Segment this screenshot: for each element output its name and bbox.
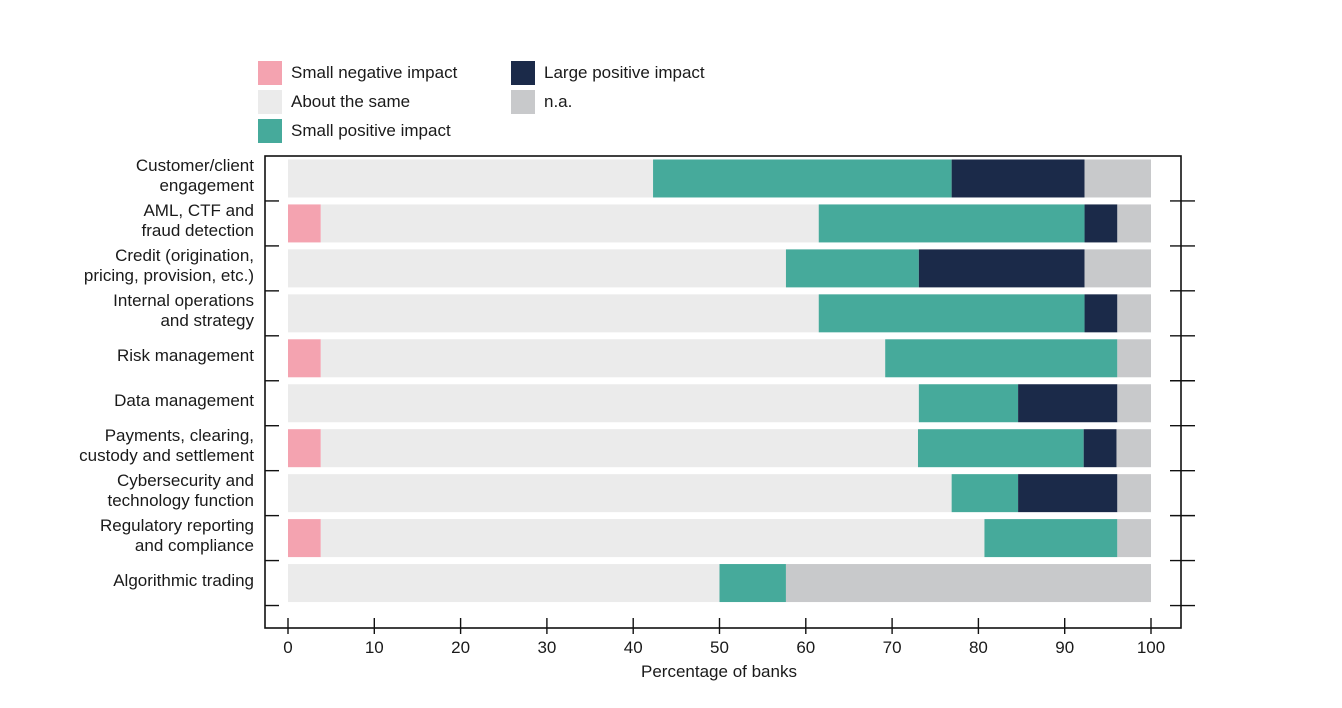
bar-segment: [951, 474, 1019, 513]
bar-segment: [288, 249, 786, 288]
legend: Small negative impact About the same Sma…: [258, 60, 778, 150]
bar-segment: [288, 339, 321, 378]
category-label: Cybersecurity and technology function: [107, 471, 255, 511]
bar-segment: [785, 564, 1151, 603]
bar-segment: [818, 294, 1085, 333]
legend-label-small-negative: Small negative impact: [291, 63, 458, 82]
category-label: Risk management: [116, 346, 254, 366]
bar-segment: [288, 564, 720, 603]
bar-segment: [818, 204, 1085, 243]
x-tick-label: 30: [537, 638, 556, 657]
bar-segment: [785, 249, 919, 288]
bar-segment: [288, 159, 654, 198]
category-label: Internal operations and strategy: [113, 291, 254, 331]
category-label: Payments, clearing, custody and settleme…: [79, 426, 254, 466]
bar-segment: [1117, 294, 1151, 333]
legend-label-small-positive: Small positive impact: [291, 121, 451, 140]
category-label: Credit (origination, pricing, provision,…: [83, 246, 254, 286]
bar-segment: [984, 519, 1118, 558]
legend-item-small-negative: Small negative impact: [258, 60, 457, 86]
bar-segment: [1018, 384, 1118, 423]
legend-item-small-positive: Small positive impact: [258, 118, 451, 144]
x-tick-label: 50: [710, 638, 729, 657]
category-label: Customer/client engagement: [135, 156, 254, 196]
bar-segment: [951, 159, 1085, 198]
x-tick-label: 60: [796, 638, 815, 657]
x-tick-label: 10: [365, 638, 384, 657]
bar-segment: [653, 159, 952, 198]
legend-item-na: n.a.: [511, 89, 572, 115]
category-label: Regulatory reporting and compliance: [99, 516, 254, 556]
bar-segment: [1084, 294, 1118, 333]
x-tick-label: 40: [624, 638, 643, 657]
bar-segment: [1117, 204, 1151, 243]
bar-segment: [1084, 204, 1118, 243]
bar-segment: [885, 339, 1118, 378]
bar-segment: [288, 519, 321, 558]
bar-segment: [1117, 519, 1151, 558]
bar-segment: [320, 204, 819, 243]
bar-segment: [288, 474, 952, 513]
bar-segment: [719, 564, 786, 603]
bar-segment: [288, 384, 919, 423]
bar-segment: [1117, 384, 1151, 423]
bar-segment: [288, 429, 321, 468]
bar-segment: [1117, 474, 1151, 513]
legend-label-large-positive: Large positive impact: [544, 63, 705, 82]
bar-segment: [917, 429, 1084, 468]
legend-item-large-positive: Large positive impact: [511, 60, 705, 86]
bar-segment: [1117, 339, 1151, 378]
bar-segment: [288, 204, 321, 243]
legend-swatch-about-the-same: [258, 90, 282, 114]
bar-segment: [918, 384, 1019, 423]
bar-segment: [918, 249, 1085, 288]
x-tick-label: 90: [1055, 638, 1074, 657]
bar-segment: [288, 294, 819, 333]
category-label: Algorithmic trading: [113, 571, 254, 591]
bar-segment: [320, 429, 918, 468]
legend-item-about-the-same: About the same: [258, 89, 410, 115]
x-tick-label: 80: [969, 638, 988, 657]
bar-segment: [1084, 249, 1151, 288]
x-tick-label: 100: [1137, 638, 1165, 657]
x-axis-label: Percentage of banks: [641, 662, 797, 681]
legend-label-about-the-same: About the same: [291, 92, 411, 111]
bar-segment: [1084, 159, 1151, 198]
bar-segment: [1018, 474, 1118, 513]
legend-swatch-small-negative: [258, 61, 282, 85]
bar-segment: [1116, 429, 1151, 468]
x-tick-label: 20: [451, 638, 470, 657]
legend-swatch-small-positive: [258, 119, 282, 143]
legend-label-na: n.a.: [544, 92, 573, 111]
bar-segment: [320, 339, 886, 378]
category-label: AML, CTF and fraud detection: [141, 201, 254, 241]
bar-segment: [320, 519, 985, 558]
x-tick-label: 0: [283, 638, 292, 657]
category-label: Data management: [114, 391, 254, 411]
bar-segment: [1083, 429, 1117, 468]
plot-frame: [264, 155, 1182, 629]
x-tick-label: 70: [883, 638, 902, 657]
legend-swatch-large-positive: [511, 61, 535, 85]
legend-swatch-na: [511, 90, 535, 114]
